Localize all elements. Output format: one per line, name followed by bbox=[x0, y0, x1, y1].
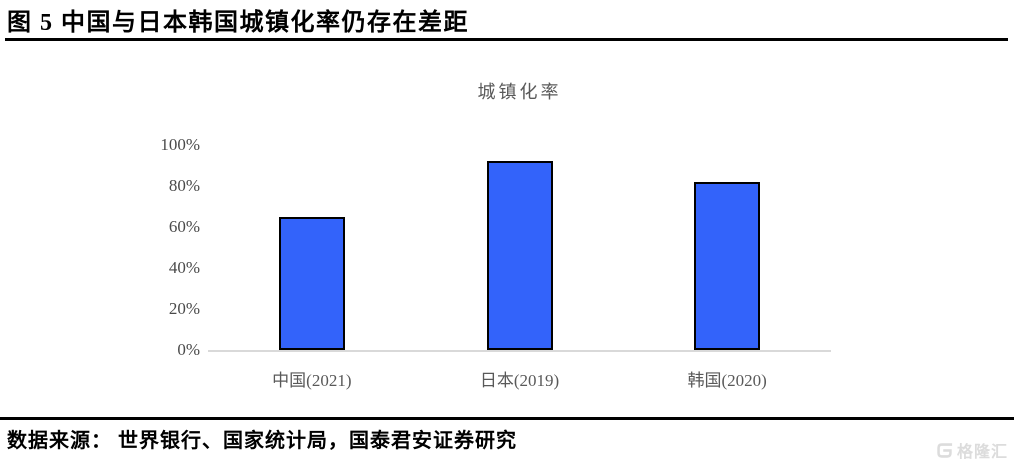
bar-日本(2019) bbox=[486, 161, 553, 350]
y-tick-label: 80% bbox=[168, 176, 200, 195]
figure-title: 图 5 中国与日本韩国城镇化率仍存在差距 bbox=[7, 10, 469, 36]
y-tick-label: 20% bbox=[168, 299, 200, 318]
gelonghui-g-icon bbox=[937, 442, 953, 458]
x-category-label: 韩国(2020) bbox=[687, 371, 767, 390]
y-tick-label: 40% bbox=[168, 258, 200, 277]
x-category-label: 中国(2021) bbox=[272, 371, 352, 390]
y-axis: 0% 20% 40% 60% 80% 100% bbox=[0, 135, 200, 359]
bar-中国(2021) bbox=[278, 216, 345, 350]
y-tick-label: 100% bbox=[160, 135, 200, 154]
title-divider bbox=[5, 38, 1008, 41]
y-tick-label: 0% bbox=[177, 340, 200, 359]
gelonghui-logo: 格隆汇 bbox=[935, 438, 1008, 462]
y-tick-label: 60% bbox=[168, 217, 200, 236]
footer-divider bbox=[0, 417, 1014, 420]
chart-title: 城镇化率 bbox=[477, 82, 562, 102]
x-category-label: 日本(2019) bbox=[479, 371, 560, 390]
plot-area bbox=[208, 145, 831, 352]
gelonghui-logo-text: 格隆汇 bbox=[956, 444, 1008, 461]
data-source: 数据来源： 世界银行、国家统计局，国泰君安证券研究 bbox=[7, 430, 517, 452]
bar-韩国(2020) bbox=[694, 181, 761, 350]
